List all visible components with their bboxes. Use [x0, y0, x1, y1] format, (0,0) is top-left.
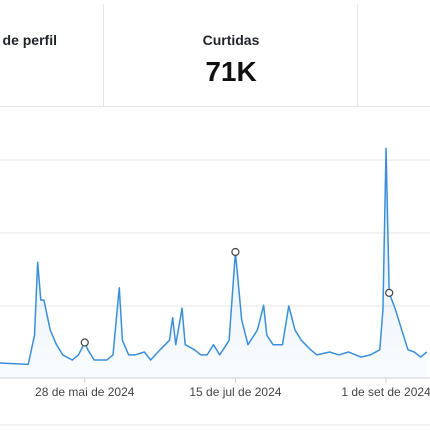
- x-tick-label: 15 de jul de 2024: [189, 385, 281, 399]
- x-tick-label: 1 de set de 2024: [341, 385, 430, 399]
- stat-value: 71K: [205, 56, 257, 87]
- stat-card[interactable]: [358, 4, 430, 107]
- stat-label: Curtidas: [202, 32, 260, 48]
- highlight-point: [231, 247, 240, 257]
- line-area: [0, 148, 427, 378]
- highlight-point: [385, 288, 394, 297]
- stat-label: de perfil: [2, 32, 57, 48]
- x-tick-label: 28 de mai de 2024: [35, 385, 135, 399]
- stat-card[interactable]: de perfil: [0, 4, 104, 107]
- line: [0, 147, 428, 366]
- highlight-point: [80, 338, 89, 347]
- stat-card[interactable]: Curtidas 71K: [104, 4, 358, 107]
